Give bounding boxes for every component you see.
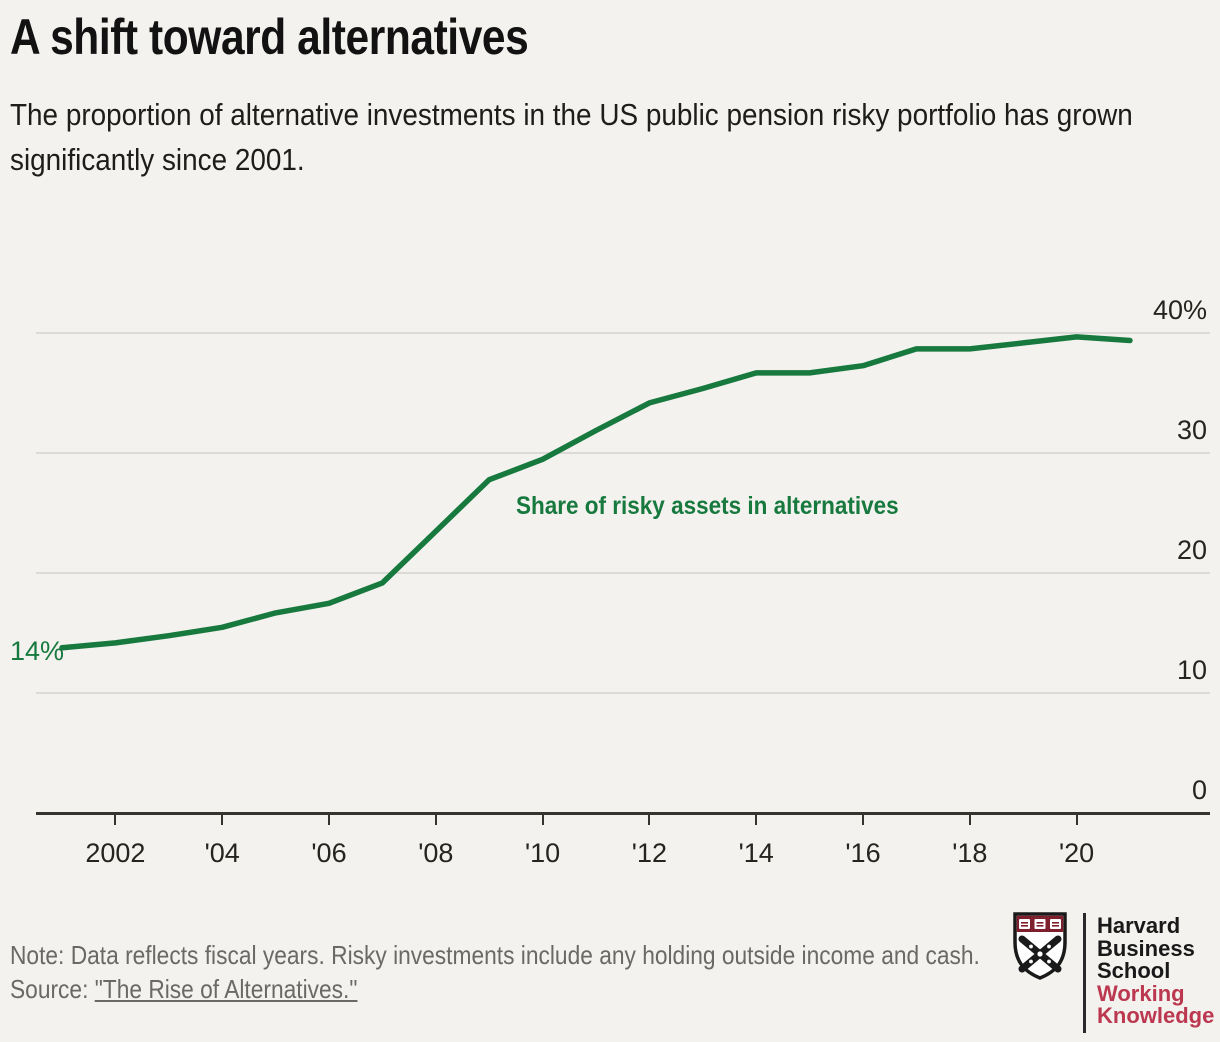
logo-line: Business (1097, 935, 1195, 961)
x-axis-label: '04 (204, 838, 240, 868)
x-axis-tick (862, 814, 864, 825)
x-axis-label: '12 (631, 838, 667, 868)
source-prefix: Source: (10, 974, 95, 1004)
x-axis-label: '20 (1059, 838, 1095, 868)
footer-source: Source: "The Rise of Alternatives." (10, 972, 1016, 1006)
y-axis-label: 20 (1176, 535, 1207, 566)
x-axis-tick (648, 814, 651, 825)
x-axis-label: 2002 (85, 838, 146, 868)
x-axis-label: '06 (311, 838, 347, 868)
x-axis-tick (968, 814, 971, 825)
y-axis-label: 30 (1176, 415, 1207, 446)
x-axis-tick (114, 814, 117, 825)
gridline (36, 332, 1210, 335)
x-axis-tick (1075, 814, 1078, 825)
footer: Note: Data reflects fiscal years. Risky … (10, 938, 1016, 1006)
gridline (36, 692, 1210, 695)
logo-line: School (1097, 958, 1171, 983)
x-axis-tick (221, 814, 224, 825)
gridline (36, 572, 1210, 575)
x-axis-label: '18 (952, 838, 988, 868)
start-value-label: 14% (10, 636, 65, 666)
series-label: Share of risky assets in alternatives (516, 492, 899, 520)
x-axis-tick (434, 814, 437, 825)
y-axis-label: 10 (1176, 655, 1207, 686)
x-axis-tick (328, 814, 330, 825)
page-subtitle: The proportion of alternative investment… (10, 97, 1133, 177)
x-axis-label: '08 (418, 838, 454, 868)
x-axis-label: '16 (845, 838, 881, 868)
logo-text: Harvard Business School Working Knowledg… (1097, 913, 1215, 1028)
logo-line: Harvard (1097, 913, 1181, 938)
logo-line-red: Working (1097, 980, 1185, 1006)
x-axis-label: '10 (525, 838, 561, 868)
gridline (36, 452, 1210, 455)
hbs-shield-icon (1013, 912, 1067, 980)
x-axis-line (36, 812, 1210, 816)
hbs-logo (1013, 912, 1067, 980)
logo-divider (1083, 913, 1086, 1033)
logo-line-red: Knowledge (1097, 1003, 1215, 1028)
x-axis-tick (541, 814, 544, 825)
y-axis-label: 0 (1191, 775, 1207, 806)
x-axis-label: '14 (738, 838, 774, 868)
y-axis-label: 40% (1152, 295, 1207, 326)
page-title: A shift toward alternatives (10, 9, 529, 65)
source-link[interactable]: "The Rise of Alternatives." (94, 974, 358, 1004)
footer-note: Note: Data reflects fiscal years. Risky … (10, 940, 980, 970)
x-axis-tick (755, 814, 758, 825)
